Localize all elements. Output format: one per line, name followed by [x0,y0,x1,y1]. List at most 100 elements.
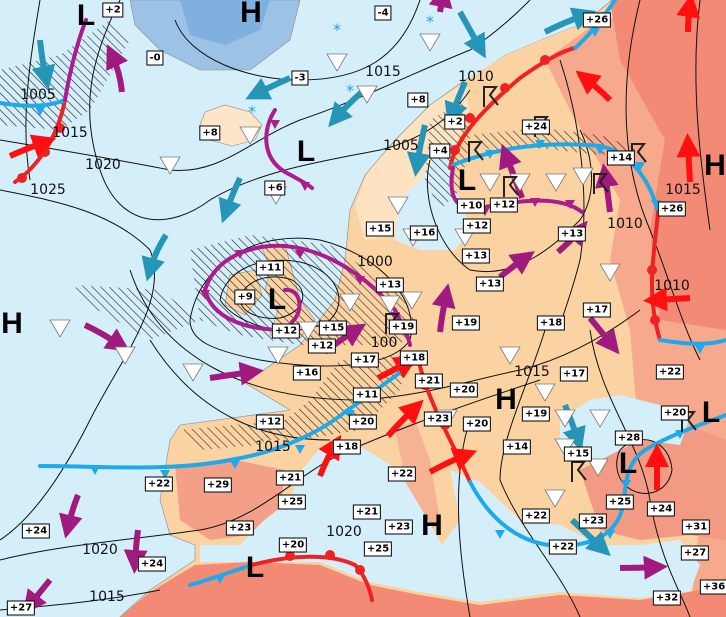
warm-front-africa [250,554,374,602]
flow-arrows [8,0,701,615]
temperature-label: +21 [414,373,444,389]
cold-front-triangle-icon [595,146,605,155]
shower-triangle-icon [534,383,556,402]
cold-front-iceland-west [0,98,67,108]
temperature-label: +12 [271,323,301,339]
shower-triangle-icon [182,363,204,382]
occluded-front-symbol-icon [270,120,280,129]
land-greenland-ice-inner [180,0,270,45]
maritime-flow-arrow-icon [209,361,264,386]
warm-front-semicircle-icon [650,315,660,325]
warm-front-semicircle-icon [325,550,335,560]
front-symbols [17,12,705,584]
temperature-label: +6 [264,180,286,196]
temperature-label: +23 [578,513,608,529]
snow-asterisk-icon: * [248,102,256,121]
temperature-label: +10 [456,198,486,214]
maritime-flow-arrow-icon [106,44,128,93]
isobar-label: 1010 [607,216,643,232]
temperature-label: +26 [582,12,612,28]
snow-asterisk-icon: * [426,12,434,31]
temperature-label: +8 [199,125,221,141]
isobar-label: 1010 [458,69,494,85]
temperature-label: +2 [444,114,466,130]
shower-triangle-icon [587,458,609,477]
temperature-label: +27 [6,600,36,616]
land-turkey-warm [580,430,726,540]
isobar-label: 1005 [20,87,56,103]
temperature-label: +32 [652,590,682,606]
isobar-label: 1020 [82,542,118,558]
isobar-label: 1025 [30,182,66,198]
warm-front-semicircle-icon [500,83,510,93]
isobar-label: 1000 [357,254,393,270]
shower-triangle-icon [159,156,181,175]
shower-triangle-icon [339,293,361,312]
temperature-label: +18 [332,439,362,455]
isobar-label: 1015 [255,439,291,455]
isobar-label: 1010 [654,278,690,294]
cold-flow-arrow-icon [562,403,586,452]
cold-front-triangle-icon [675,430,685,439]
maritime-flow-arrow-icon [498,251,535,280]
maritime-flow-arrow-icon [123,529,148,574]
maritime-flow-arrow-icon [83,322,130,352]
temperature-label: +26 [657,201,687,217]
temperature-label: +24 [21,523,51,539]
maritime-flow-arrow-icon [428,0,453,13]
cold-front-triangle-icon [90,466,100,475]
temperature-label: +22 [144,476,174,492]
cold-front-triangle-icon [535,140,545,149]
cold-flow-arrow-icon [457,10,486,59]
warm-flow-arrow-icon [676,0,701,33]
warm-front-semicircle-icon [40,147,50,157]
warm-flow-arrow-icon [575,70,613,103]
shower-triangle-icon [599,263,621,282]
temperature-label: +12 [489,197,519,213]
high-pressure-center: H [704,149,726,182]
cold-flow-arrow-icon [569,517,611,557]
low-pressure-center: L [296,135,316,168]
temperature-label: +15 [563,446,593,462]
warm-front-semicircle-icon [355,565,365,575]
maritime-flow-arrow-icon [595,163,619,213]
temperature-label: +25 [605,494,635,510]
land-iberia-warm [175,460,285,540]
occluded-front-symbol-icon [565,200,575,209]
maritime-flow-arrow-icon [587,316,620,355]
temperature-label: +36 [699,579,726,595]
warm-front-semicircle-icon [647,265,657,275]
temperature-label: +28 [614,430,644,446]
temperature-label: +18 [399,350,429,366]
shower-triangle-icon [297,321,319,340]
temperature-label: +19 [521,406,551,422]
temperature-label: +17 [350,352,380,368]
cold-flow-arrow-icon [328,89,364,128]
cold-flow-arrow-icon [444,80,468,127]
temperature-label: +17 [559,366,589,382]
shower-triangle-icon [49,319,71,338]
temperature-label: +8 [407,92,429,108]
warm-flow-arrow-icon [428,448,478,475]
temperature-label: +21 [352,504,382,520]
cold-front-triangle-icon [495,530,505,539]
sea-mediterranean [200,440,700,602]
warm-flow-arrow-icon [643,287,691,312]
temperature-label: +11 [352,387,382,403]
shower-triangle-icon [356,85,378,104]
temperature-label: +12 [255,414,285,430]
cold-front-triangle-icon [635,162,645,171]
temperature-label: +24 [646,501,676,517]
high-pressure-center: H [495,383,517,416]
cold-flow-arrow-icon [245,75,292,100]
snow-asterisk-icon: * [333,20,341,39]
temperature-label: +16 [292,365,322,381]
low-pressure-center: L [245,551,265,584]
shower-triangle-icon [589,409,611,428]
low-pressure-center: L [701,396,721,429]
cold-flow-arrow-icon [31,39,56,90]
temperature-label: +25 [277,494,307,510]
temperature-label: +11 [255,260,285,276]
isobar-label: 1020 [85,157,121,173]
